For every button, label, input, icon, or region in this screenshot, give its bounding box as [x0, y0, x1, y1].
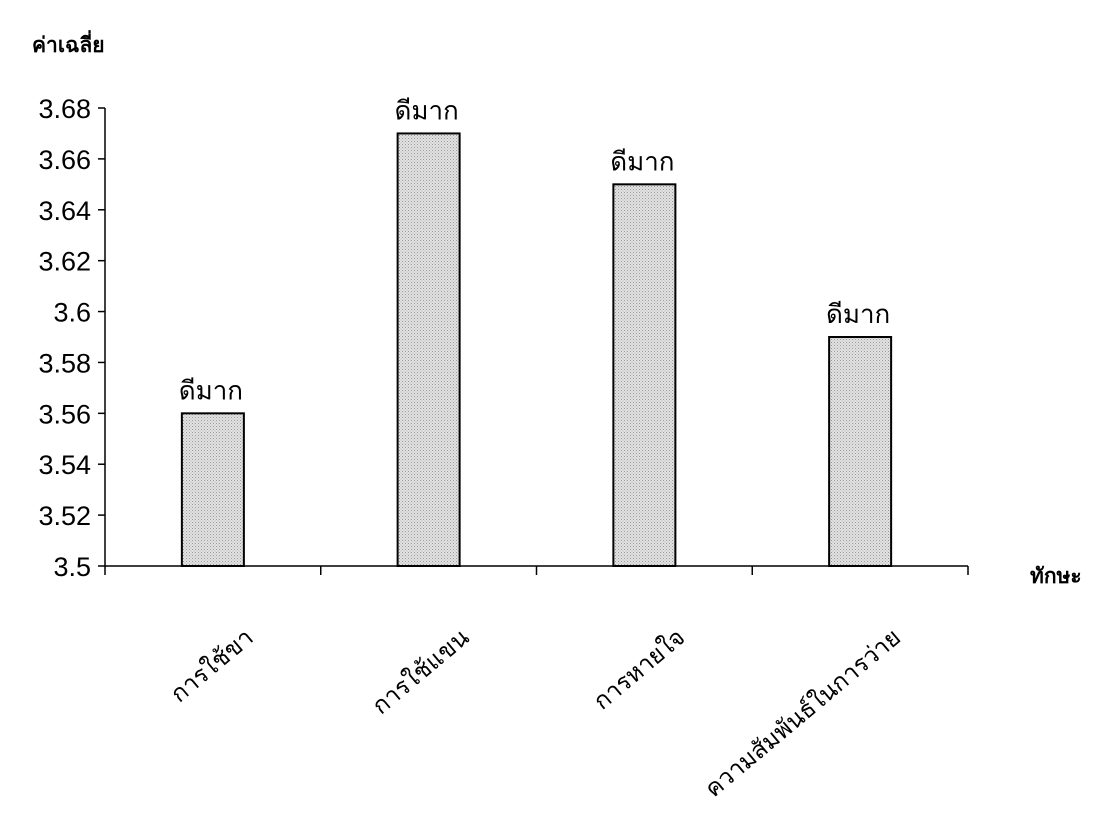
y-tick-label: 3.64	[38, 196, 91, 226]
y-tick-label: 3.62	[38, 247, 91, 277]
category-label: การหายใจ	[588, 623, 690, 715]
y-ticks-group: 3.5 3.52 3.54 3.56 3.58 3.6 3.62 3.64 3.66 3.68	[38, 94, 105, 582]
data-label: ดีมาก	[179, 376, 243, 406]
category-labels-group: การใช้ขา การใช้แขน การหายใจ ความสัมพันธ์ในก…	[165, 623, 906, 803]
x-axis-title: ทักษะ	[1030, 564, 1082, 588]
x-ticks-group	[104, 566, 969, 575]
y-tick-label: 3.56	[38, 399, 91, 429]
y-tick-label: 3.66	[38, 145, 91, 175]
data-label: ดีมาก	[394, 96, 458, 126]
category-label: การใช้ขา	[165, 623, 259, 708]
y-tick-label: 3.5	[53, 552, 91, 582]
bar	[180, 412, 245, 568]
bar	[828, 336, 893, 567]
y-tick-label: 3.6	[53, 298, 91, 328]
data-label: ดีมาก	[826, 300, 890, 330]
y-axis-title: ค่าเฉลี่ย	[32, 29, 105, 57]
bar	[396, 132, 461, 567]
data-label: ดีมาก	[610, 147, 674, 177]
y-tick-label: 3.68	[38, 94, 91, 124]
category-label: ความสัมพันธ์ในการว่าย	[699, 623, 906, 803]
bar	[612, 183, 677, 567]
y-tick-label: 3.52	[38, 501, 91, 531]
y-tick-label: 3.58	[38, 348, 91, 378]
y-tick-label: 3.54	[38, 450, 91, 480]
category-label: การใช้แขน	[367, 623, 475, 720]
bars-group	[180, 132, 893, 568]
